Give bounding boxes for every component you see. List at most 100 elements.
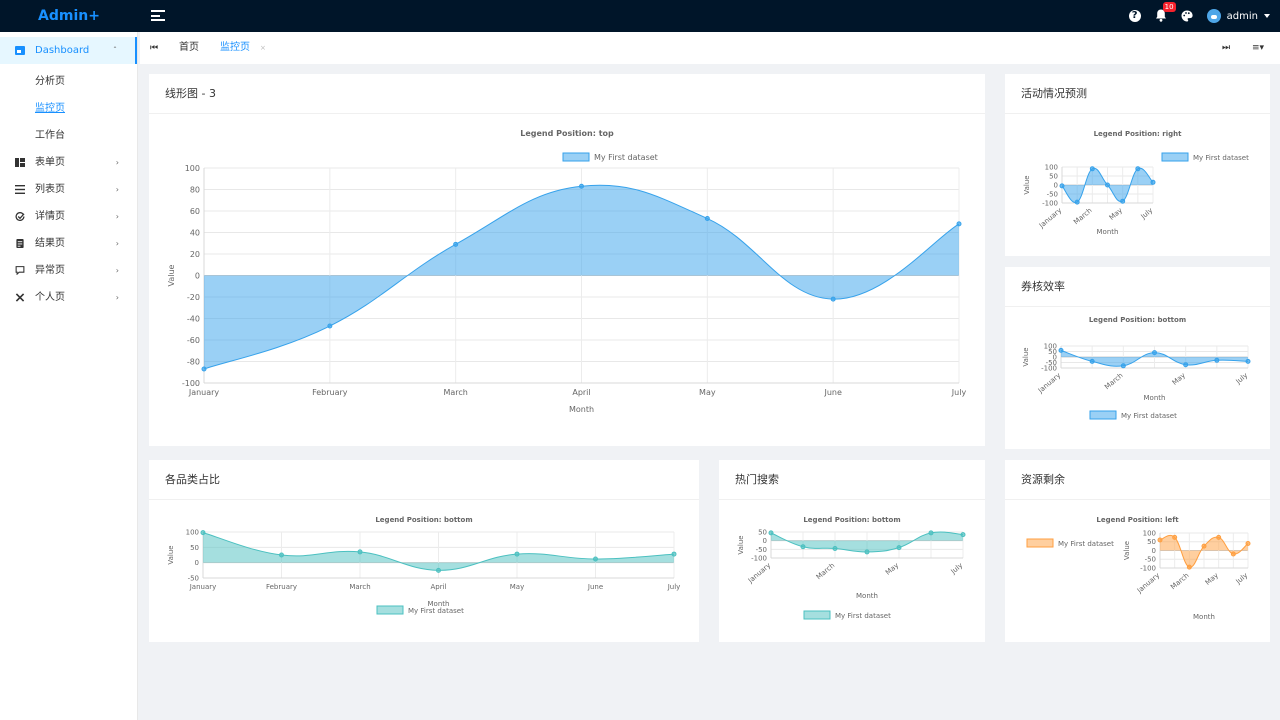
- notification-button[interactable]: 10: [1155, 2, 1176, 23]
- x-tick-label: January: [746, 561, 772, 585]
- data-point: [830, 296, 836, 302]
- sidebar-subitem-analysis[interactable]: 分析页: [0, 68, 137, 95]
- data-point: [514, 551, 520, 557]
- legend-label: My First dataset: [408, 607, 464, 615]
- data-point: [832, 545, 838, 551]
- chart-title: Legend Position: bottom: [375, 516, 472, 524]
- user-menu[interactable]: admin: [1206, 9, 1270, 23]
- y-tick-label: 50: [1049, 172, 1058, 180]
- sidebar-item-form[interactable]: 表单页 ›: [0, 149, 137, 176]
- y-tick-label: -50: [1145, 556, 1156, 564]
- x-tick-label: March: [1103, 371, 1124, 391]
- sidebar-subitem-workbench[interactable]: 工作台: [0, 122, 137, 149]
- form-icon: [15, 158, 25, 167]
- data-point: [327, 323, 333, 329]
- sidebar-item-label: 分析页: [35, 76, 65, 87]
- sidebar-item-dashboard[interactable]: Dashboard ˆ: [0, 37, 137, 64]
- sidebar-item-exception[interactable]: 异常页 ›: [0, 257, 137, 284]
- data-point: [1150, 179, 1156, 185]
- y-tick-label: -80: [187, 357, 200, 366]
- sidebar-item-label: 个人页: [35, 292, 65, 303]
- data-point: [201, 366, 207, 372]
- y-tick-label: -100: [751, 554, 767, 562]
- sidebar-item-profile[interactable]: 个人页 ›: [0, 284, 137, 311]
- y-tick-label: 0: [195, 559, 199, 567]
- y-tick-label: -100: [1140, 564, 1156, 572]
- theme-palette-icon[interactable]: [1181, 10, 1193, 22]
- brand-logo[interactable]: Admin+: [38, 8, 100, 24]
- sidebar-item-label: Dashboard: [35, 45, 90, 56]
- chart-title: Legend Position: bottom: [803, 516, 900, 524]
- y-tick-label: 100: [1143, 529, 1156, 537]
- x-tick-label: January: [189, 583, 217, 591]
- data-point: [768, 530, 774, 536]
- card-title: 线形图 - 3: [165, 87, 216, 100]
- series-area: [771, 531, 963, 552]
- y-tick-label: 40: [190, 228, 200, 237]
- legend-swatch: [1026, 538, 1054, 548]
- x-tick-label: June: [823, 388, 842, 397]
- legend-swatch: [562, 152, 590, 162]
- data-point: [1059, 183, 1065, 189]
- x-tick-label: March: [1169, 571, 1190, 591]
- y-tick-label: 50: [1147, 538, 1156, 546]
- y-axis-label: Value: [1123, 541, 1131, 560]
- tab-home[interactable]: 首页: [179, 42, 199, 53]
- data-point: [956, 221, 962, 227]
- y-tick-label: -50: [756, 546, 767, 554]
- y-tick-label: 50: [1048, 348, 1057, 356]
- line-chart-voucher: Legend Position: bottom 100500-50-100Janu…: [1022, 316, 1251, 420]
- sidebar-item-result[interactable]: 结果页 ›: [0, 230, 137, 257]
- caret-down-icon: [1264, 14, 1270, 18]
- sidebar-item-label: 结果页: [35, 238, 65, 249]
- tab-scroll-left-icon[interactable]: ⏮: [150, 43, 159, 53]
- sidebar-subitem-monitor[interactable]: 监控页: [0, 95, 137, 122]
- tools-icon: [15, 293, 25, 302]
- resource-chart-card: 资源剩余 Legend Position: left 100 50 0 -50 -100 J…: [1005, 460, 1270, 642]
- tab-monitor[interactable]: 监控页: [220, 42, 250, 53]
- sidebar-item-label: 监控页: [35, 103, 65, 114]
- x-axis-label: Month: [569, 405, 594, 414]
- tab-scroll-right-icon[interactable]: ⏭: [1222, 43, 1231, 53]
- legend-label: My First dataset: [1193, 154, 1249, 162]
- data-point: [1157, 537, 1163, 543]
- data-point: [800, 544, 806, 550]
- data-point: [1216, 534, 1222, 540]
- detail-icon: [15, 212, 25, 221]
- data-point: [1135, 166, 1141, 172]
- y-tick-label: 80: [190, 185, 200, 194]
- sidebar-item-detail[interactable]: 详情页 ›: [0, 203, 137, 230]
- help-icon[interactable]: ?: [1128, 10, 1141, 22]
- menu-toggle-icon[interactable]: [151, 10, 165, 21]
- tab-menu-icon[interactable]: ≡▾: [1252, 43, 1265, 53]
- legend-label: My First dataset: [594, 153, 658, 162]
- x-tick-label: April: [572, 388, 590, 397]
- data-point: [1089, 358, 1095, 364]
- data-point: [1245, 358, 1251, 364]
- data-point: [279, 552, 284, 558]
- data-point: [1120, 363, 1126, 369]
- voucher-chart-card: 券核效率 Legend Position: bottom 100 50 0 -50 -10…: [1005, 267, 1270, 449]
- series-area: [1061, 350, 1248, 367]
- y-tick-label: 50: [190, 544, 199, 552]
- y-tick-label: 0: [1053, 353, 1057, 361]
- x-tick-label: May: [510, 583, 524, 591]
- y-tick-label: 100: [185, 164, 200, 173]
- legend-swatch: [1161, 152, 1189, 162]
- x-tick-label: March: [349, 583, 370, 591]
- x-axis-label: Month: [1144, 394, 1166, 402]
- close-icon[interactable]: ×: [260, 44, 266, 52]
- data-point: [1120, 198, 1126, 204]
- tab-bar: ⏮ 首页 监控页 × ⏭ ≡▾: [140, 32, 1280, 64]
- data-point: [1089, 166, 1095, 172]
- y-axis-label: Value: [1022, 347, 1030, 366]
- x-tick-label: March: [815, 561, 836, 581]
- data-point: [1183, 362, 1189, 368]
- x-axis-label: Month: [856, 592, 878, 600]
- x-tick-label: March: [1072, 206, 1093, 226]
- x-tick-label: July: [1139, 206, 1155, 221]
- chevron-right-icon: ›: [115, 212, 119, 221]
- data-point: [453, 241, 459, 247]
- sidebar-item-list[interactable]: 列表页 ›: [0, 176, 137, 203]
- x-tick-label: May: [1171, 371, 1187, 386]
